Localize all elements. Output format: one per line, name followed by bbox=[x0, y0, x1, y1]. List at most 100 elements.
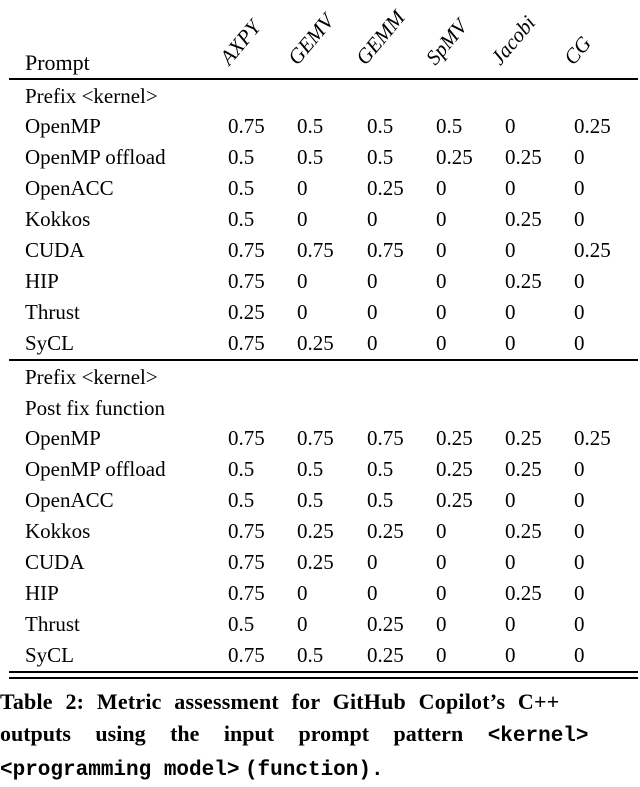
cell-value: 0.25 bbox=[228, 300, 265, 324]
column-header-prompt: Prompt bbox=[25, 50, 90, 75]
cell-value: 0.25 bbox=[505, 145, 542, 169]
cell-value: 0.75 bbox=[228, 426, 265, 450]
cell-value: 0.5 bbox=[228, 176, 255, 200]
cell-value: 0.75 bbox=[228, 114, 265, 138]
row-label: CUDA bbox=[25, 550, 85, 574]
cell-value: 0.25 bbox=[574, 238, 611, 262]
cell-value: 0.5 bbox=[367, 145, 394, 169]
cell-value: 0 bbox=[436, 550, 447, 574]
cell-value: 0 bbox=[367, 550, 378, 574]
caption-code-text: (function). bbox=[244, 759, 384, 782]
table-caption: Table 2: Metric assessment for GitHub Co… bbox=[0, 686, 640, 787]
cell-value: 0 bbox=[297, 176, 308, 200]
table-row: OpenMP offload 0.5 0.5 0.5 0.25 0.25 0 bbox=[0, 454, 640, 485]
table-row: SyCL 0.75 0.5 0.25 0 0 0 bbox=[0, 640, 640, 671]
cell-value: 0.5 bbox=[228, 488, 255, 512]
cell-value: 0 bbox=[505, 238, 516, 262]
column-header-axpy: AXPY bbox=[214, 15, 266, 70]
cell-value: 0 bbox=[574, 269, 585, 293]
cell-value: 0.25 bbox=[505, 581, 542, 605]
row-label: OpenACC bbox=[25, 488, 114, 512]
cell-value: 0.25 bbox=[574, 426, 611, 450]
column-header-gemv: GEMV bbox=[282, 9, 339, 70]
cell-value: 0.25 bbox=[297, 331, 334, 355]
cell-value: 0 bbox=[574, 643, 585, 667]
row-label: OpenMP bbox=[25, 114, 101, 138]
table-header-row: Prompt AXPY GEMV GEMM SpMV Jacobi CG bbox=[0, 0, 640, 78]
cell-value: 0 bbox=[297, 612, 308, 636]
cell-value: 0 bbox=[505, 114, 516, 138]
cell-value: 0 bbox=[505, 176, 516, 200]
row-label: Thrust bbox=[25, 612, 80, 636]
table-row: OpenACC 0.5 0 0.25 0 0 0 bbox=[0, 173, 640, 204]
cell-value: 0.25 bbox=[436, 145, 473, 169]
cell-value: 0.5 bbox=[297, 488, 324, 512]
column-header-cg: CG bbox=[558, 31, 596, 70]
table-row: OpenMP 0.75 0.5 0.5 0.5 0 0.25 bbox=[0, 111, 640, 142]
cell-value: 0 bbox=[574, 300, 585, 324]
caption-line: Table 2: Metric assessment for GitHub Co… bbox=[0, 686, 640, 718]
cell-value: 0 bbox=[367, 300, 378, 324]
cell-value: 0.75 bbox=[228, 331, 265, 355]
cell-value: 0.25 bbox=[367, 176, 404, 200]
column-header-spmv: SpMV bbox=[420, 14, 473, 70]
cell-value: 0.5 bbox=[297, 457, 324, 481]
row-label: OpenMP bbox=[25, 426, 101, 450]
table-row: OpenACC 0.5 0.5 0.5 0.25 0 0 bbox=[0, 485, 640, 516]
cell-value: 0 bbox=[297, 581, 308, 605]
cell-value: 0 bbox=[574, 519, 585, 543]
cell-value: 0.25 bbox=[297, 519, 334, 543]
cell-value: 0 bbox=[297, 269, 308, 293]
cell-value: 0.75 bbox=[228, 269, 265, 293]
row-label: CUDA bbox=[25, 238, 85, 262]
cell-value: 0.75 bbox=[228, 550, 265, 574]
cell-value: 0.5 bbox=[228, 207, 255, 231]
cell-value: 0 bbox=[505, 488, 516, 512]
cell-value: 0.25 bbox=[505, 426, 542, 450]
caption-text: outputs using the input prompt pattern bbox=[0, 720, 464, 746]
cell-value: 0 bbox=[367, 269, 378, 293]
section-header: Post fix function bbox=[25, 396, 165, 420]
cell-value: 0.5 bbox=[436, 114, 463, 138]
table-row: CUDA 0.75 0.25 0 0 0 0 bbox=[0, 547, 640, 578]
cell-value: 0.25 bbox=[574, 114, 611, 138]
cell-value: 0 bbox=[574, 207, 585, 231]
column-header-gemm: GEMM bbox=[350, 5, 410, 70]
caption-line: outputs using the input prompt pattern <… bbox=[0, 718, 640, 753]
table-row: Kokkos 0.75 0.25 0.25 0 0.25 0 bbox=[0, 516, 640, 547]
cell-value: 0.5 bbox=[228, 457, 255, 481]
cell-value: 0.75 bbox=[228, 238, 265, 262]
cell-value: 0 bbox=[574, 457, 585, 481]
cell-value: 0.25 bbox=[436, 457, 473, 481]
cell-value: 0.75 bbox=[297, 426, 334, 450]
cell-value: 0 bbox=[574, 145, 585, 169]
cell-value: 0 bbox=[505, 331, 516, 355]
table-row: OpenMP 0.75 0.75 0.75 0.25 0.25 0.25 bbox=[0, 423, 640, 454]
caption-code-text: <programming model> bbox=[0, 759, 240, 782]
column-header-jacobi: Jacobi bbox=[485, 11, 541, 70]
table-bottom-rule bbox=[9, 671, 638, 679]
cell-value: 0.25 bbox=[297, 550, 334, 574]
cell-value: 0 bbox=[505, 300, 516, 324]
cell-value: 0.25 bbox=[505, 207, 542, 231]
cell-value: 0.25 bbox=[436, 488, 473, 512]
cell-value: 0 bbox=[574, 331, 585, 355]
cell-value: 0 bbox=[574, 612, 585, 636]
cell-value: 0.5 bbox=[367, 457, 394, 481]
table-row: HIP 0.75 0 0 0 0.25 0 bbox=[0, 578, 640, 609]
cell-value: 0.5 bbox=[367, 488, 394, 512]
section-rule bbox=[9, 359, 638, 361]
cell-value: 0.25 bbox=[367, 519, 404, 543]
row-label: SyCL bbox=[25, 331, 75, 355]
row-label: SyCL bbox=[25, 643, 75, 667]
table-row: SyCL 0.75 0.25 0 0 0 0 bbox=[0, 328, 640, 359]
cell-value: 0 bbox=[436, 581, 447, 605]
cell-value: 0.5 bbox=[297, 643, 324, 667]
table-row: CUDA 0.75 0.75 0.75 0 0 0.25 bbox=[0, 235, 640, 266]
cell-value: 0 bbox=[297, 300, 308, 324]
table-row: Kokkos 0.5 0 0 0 0.25 0 bbox=[0, 204, 640, 235]
cell-value: 0.25 bbox=[436, 426, 473, 450]
cell-value: 0.5 bbox=[297, 145, 324, 169]
cell-value: 0 bbox=[367, 207, 378, 231]
